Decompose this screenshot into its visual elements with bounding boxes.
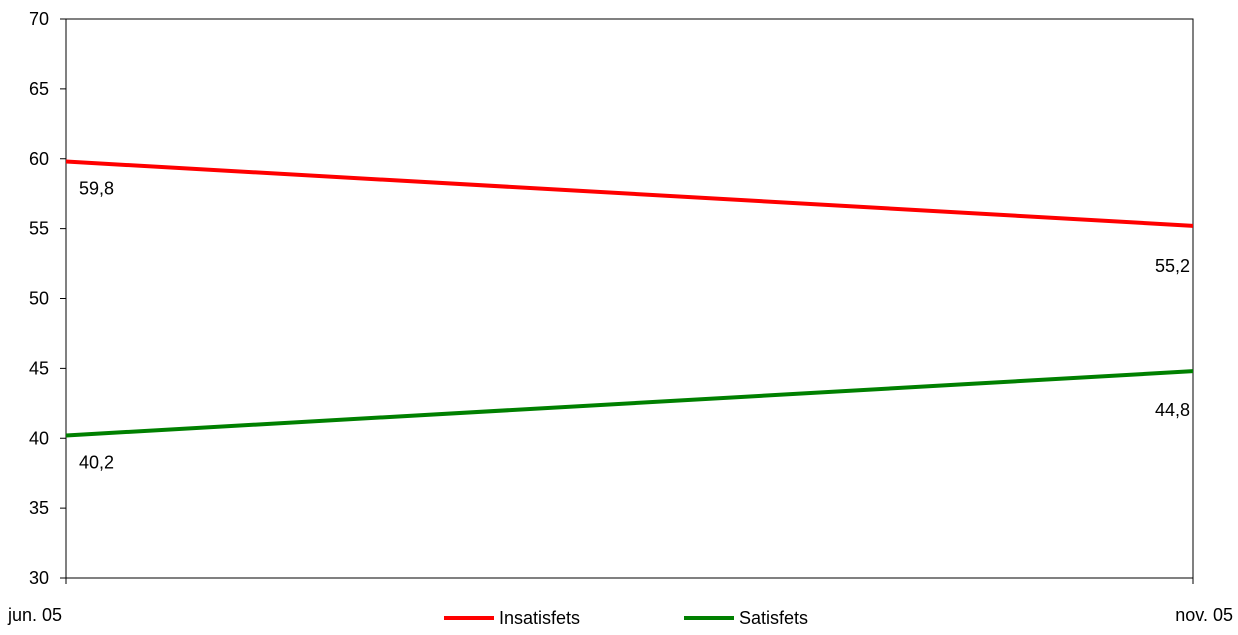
y-tick-label: 30 (29, 568, 49, 588)
x-tick-label: jun. 05 (7, 605, 62, 625)
series-line-satisfets (65, 369, 1194, 438)
y-tick-label: 70 (29, 9, 49, 29)
y-tick-label: 40 (29, 428, 49, 448)
legend: Insatisfets Satisfets (444, 608, 808, 628)
legend-item: Insatisfets (444, 608, 580, 628)
data-label: 59,8 (79, 179, 114, 199)
legend-label: Insatisfets (499, 608, 580, 628)
legend-label: Satisfets (739, 608, 808, 628)
y-tick-label: 50 (29, 289, 49, 309)
legend-item: Satisfets (684, 608, 808, 628)
y-tick-label: 35 (29, 498, 49, 518)
data-labels: 59,8 55,2 40,2 44,8 (79, 179, 1190, 473)
y-tick-label: 60 (29, 149, 49, 169)
plot-area-frame (65, 18, 1194, 579)
y-tick-label: 45 (29, 358, 49, 378)
y-tick-label: 55 (29, 219, 49, 239)
axes: 30 35 40 45 50 55 60 65 70 jun. 05 nov. 05 (7, 9, 1233, 625)
x-tick-label: nov. 05 (1175, 605, 1233, 625)
y-tick-label: 65 (29, 79, 49, 99)
data-label: 55,2 (1155, 256, 1190, 276)
series-line-insatisfets (65, 159, 1194, 228)
data-label: 40,2 (79, 452, 114, 472)
data-label: 44,8 (1155, 400, 1190, 420)
series-lines (65, 159, 1194, 438)
